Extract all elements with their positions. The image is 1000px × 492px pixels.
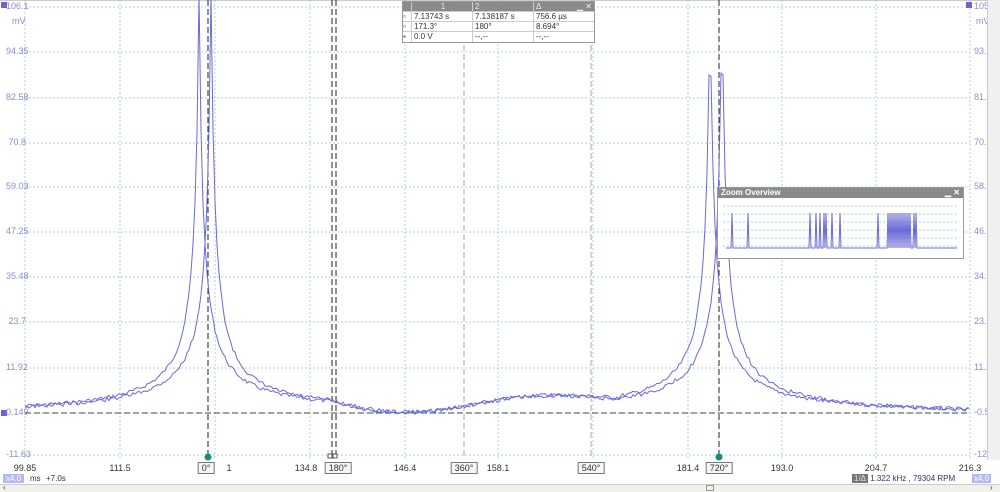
channel-marker bbox=[1, 2, 7, 8]
y-tick-right: 81.93 bbox=[974, 92, 997, 102]
y-tick-left: 70.8 bbox=[8, 137, 26, 147]
y-tick-right: 105.5 bbox=[974, 1, 997, 11]
y-tick-left: 59.03 bbox=[6, 181, 29, 191]
y-tick-left: 82.58 bbox=[6, 92, 29, 102]
vertical-scrollbar[interactable] bbox=[987, 0, 1000, 460]
channel-marker bbox=[1, 410, 7, 416]
close-icon[interactable]: ▁ ✕ bbox=[576, 2, 592, 11]
y-tick-right: 23.05 bbox=[974, 316, 997, 326]
frequency-value: 1.322 kHz , 79304 RPM bbox=[870, 474, 956, 483]
x-tick: 146.4 bbox=[393, 463, 417, 473]
time-offset: +7.0s bbox=[46, 474, 66, 483]
cursor-handle bbox=[715, 453, 723, 461]
channel-marker bbox=[966, 2, 972, 8]
zoom-overview-trace[interactable] bbox=[718, 198, 963, 258]
y-tick-right: 34.82 bbox=[974, 271, 997, 281]
y-tick-right: 70.15 bbox=[974, 137, 997, 147]
y-tick-left: 11.92 bbox=[6, 362, 28, 372]
time-units: ms bbox=[30, 474, 41, 483]
x-tick: 204.7 bbox=[864, 463, 888, 473]
x-tick: 193.0 bbox=[770, 463, 794, 473]
cursor-label[interactable]: 540° bbox=[577, 462, 605, 474]
cursor-handle bbox=[204, 453, 212, 461]
cursor-handle bbox=[327, 453, 333, 459]
cursor-label[interactable]: 0° bbox=[197, 462, 215, 474]
y-unit-right: mV bbox=[976, 16, 990, 26]
y-tick-right: 58.38 bbox=[974, 181, 997, 191]
y-tick-right: -12.28 bbox=[974, 449, 1000, 459]
x-tick: 134.8 bbox=[294, 463, 318, 473]
waveform-trace bbox=[24, 0, 970, 415]
y-tick-left: 23.7 bbox=[8, 316, 26, 326]
x-tick: 181.4 bbox=[676, 463, 700, 473]
freq-readout: 1/Δ 1.322 kHz , 79304 RPM bbox=[852, 474, 956, 483]
col-cursor-1: 1 bbox=[411, 2, 472, 11]
table-row: ▪ 0.0 V --,-- --,-- bbox=[403, 32, 594, 42]
y-tick-left: 47.25 bbox=[6, 226, 29, 236]
y-tick-right: -0.503 bbox=[974, 407, 1000, 417]
close-icon[interactable]: ▁ ✕ bbox=[944, 188, 960, 197]
x-tick: 1 bbox=[226, 463, 232, 473]
y-tick-right: 46.6 bbox=[974, 226, 992, 236]
right-zoom-badge[interactable]: x4.0 bbox=[972, 474, 992, 483]
col-cursor-2: 2 bbox=[472, 2, 533, 11]
x-tick: 99.85 bbox=[13, 463, 37, 473]
horizontal-scrollbar[interactable]: ‹ › bbox=[0, 484, 1000, 492]
x-tick: 158.1 bbox=[486, 463, 510, 473]
zoom-overview-title: Zoom Overview bbox=[721, 188, 781, 197]
scroll-thumb[interactable] bbox=[706, 485, 714, 491]
table-row: ▫ 7.13743 s 7.138187 s 756.6 µs bbox=[403, 12, 594, 22]
table-row: ▫ 171.3° 180° 8.694° bbox=[403, 22, 594, 32]
col-delta: Δ ▁ ✕ bbox=[533, 2, 594, 11]
y-tick-left: 106.1 bbox=[6, 1, 29, 11]
cursor-handle bbox=[332, 453, 338, 459]
overview-trace bbox=[726, 212, 957, 249]
y-tick-right: 11.27 bbox=[974, 362, 996, 372]
y-tick-left: 0.149 bbox=[6, 407, 29, 417]
y-unit-left: mV bbox=[12, 16, 26, 26]
x-tick: 111.5 bbox=[109, 463, 131, 473]
cursor-label[interactable]: 360° bbox=[450, 462, 478, 474]
scroll-left-arrow[interactable]: ‹ bbox=[3, 483, 6, 492]
scroll-right-arrow[interactable]: › bbox=[990, 483, 993, 492]
measurement-table: 1 2 Δ ▁ ✕ ▫ 7.13743 s 7.138187 s 756.6 µs ▫ 1… bbox=[402, 1, 595, 43]
zoom-level-badge[interactable]: x4.0 bbox=[3, 474, 25, 483]
freq-label: 1/Δ bbox=[852, 474, 869, 483]
cursor-label[interactable]: 180° bbox=[324, 462, 352, 474]
y-tick-right: 93.7 bbox=[974, 46, 992, 56]
y-tick-left: 35.48 bbox=[6, 271, 29, 281]
zoom-overview-window[interactable]: Zoom Overview ▁ ✕ bbox=[717, 187, 964, 259]
waveform-trace bbox=[24, 0, 970, 415]
y-tick-left: -11.63 bbox=[6, 449, 31, 459]
x-tick: 216.3 bbox=[958, 463, 982, 473]
cursor-label[interactable]: 720° bbox=[705, 462, 733, 474]
y-tick-left: 94.35 bbox=[6, 46, 29, 56]
